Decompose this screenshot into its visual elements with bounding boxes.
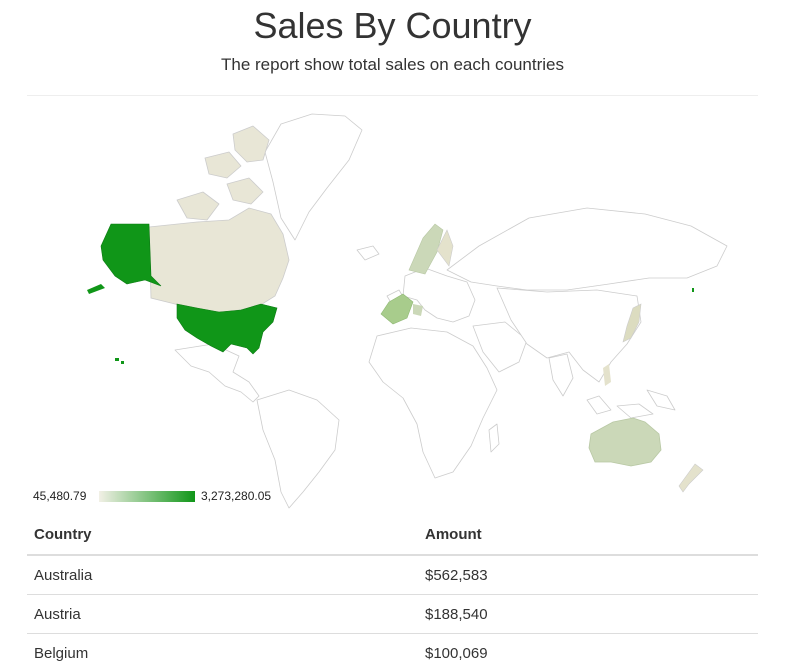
- map-continent-south-america[interactable]: [256, 389, 340, 509]
- divider: [27, 95, 758, 96]
- map-country-australia[interactable]: [588, 417, 662, 467]
- color-legend: 45,480.79 3,273,280.05: [33, 489, 333, 503]
- sales-table: Country Amount Australia $562,583 Austri…: [27, 514, 758, 672]
- map-country-new-zealand[interactable]: [678, 463, 704, 493]
- cell-country: Australia: [27, 554, 418, 595]
- world-map[interactable]: [27, 100, 758, 510]
- legend-max-value: 3,273,280.05: [201, 489, 272, 503]
- map-country-finland[interactable]: [436, 229, 454, 267]
- table-row: Belgium $100,069: [27, 633, 758, 672]
- cell-country: Austria: [27, 594, 418, 634]
- map-country-mexico[interactable]: [174, 343, 260, 403]
- map-country-alaska[interactable]: [100, 223, 162, 287]
- table-row: Austria $188,540: [27, 594, 758, 634]
- legend-gradient-bar: [99, 491, 195, 502]
- cell-amount: $100,069: [418, 633, 758, 672]
- map-country-iceland[interactable]: [356, 245, 380, 261]
- cell-amount: $562,583: [418, 554, 758, 595]
- cell-country: Belgium: [27, 633, 418, 672]
- cell-amount: $188,540: [418, 594, 758, 634]
- map-country-norway[interactable]: [408, 223, 444, 275]
- column-header-amount[interactable]: Amount: [418, 514, 758, 556]
- page-title: Sales By Country: [253, 5, 532, 46]
- map-country-canada[interactable]: [148, 207, 290, 315]
- map-country-greenland[interactable]: [264, 113, 363, 241]
- page-subtitle: The report show total sales on each coun…: [220, 55, 565, 74]
- map-country-france[interactable]: [380, 293, 414, 325]
- map-continent-africa[interactable]: [368, 327, 498, 479]
- map-region-europe[interactable]: [402, 267, 476, 323]
- table-header-row: Country Amount: [27, 514, 758, 556]
- map-country-japan[interactable]: [622, 303, 642, 343]
- column-header-country[interactable]: Country: [27, 514, 418, 556]
- map-country-united-states[interactable]: [176, 303, 278, 355]
- map-region-russia[interactable]: [446, 207, 728, 291]
- table-row: Australia $562,583: [27, 554, 758, 595]
- legend-min-value: 45,480.79: [33, 489, 87, 503]
